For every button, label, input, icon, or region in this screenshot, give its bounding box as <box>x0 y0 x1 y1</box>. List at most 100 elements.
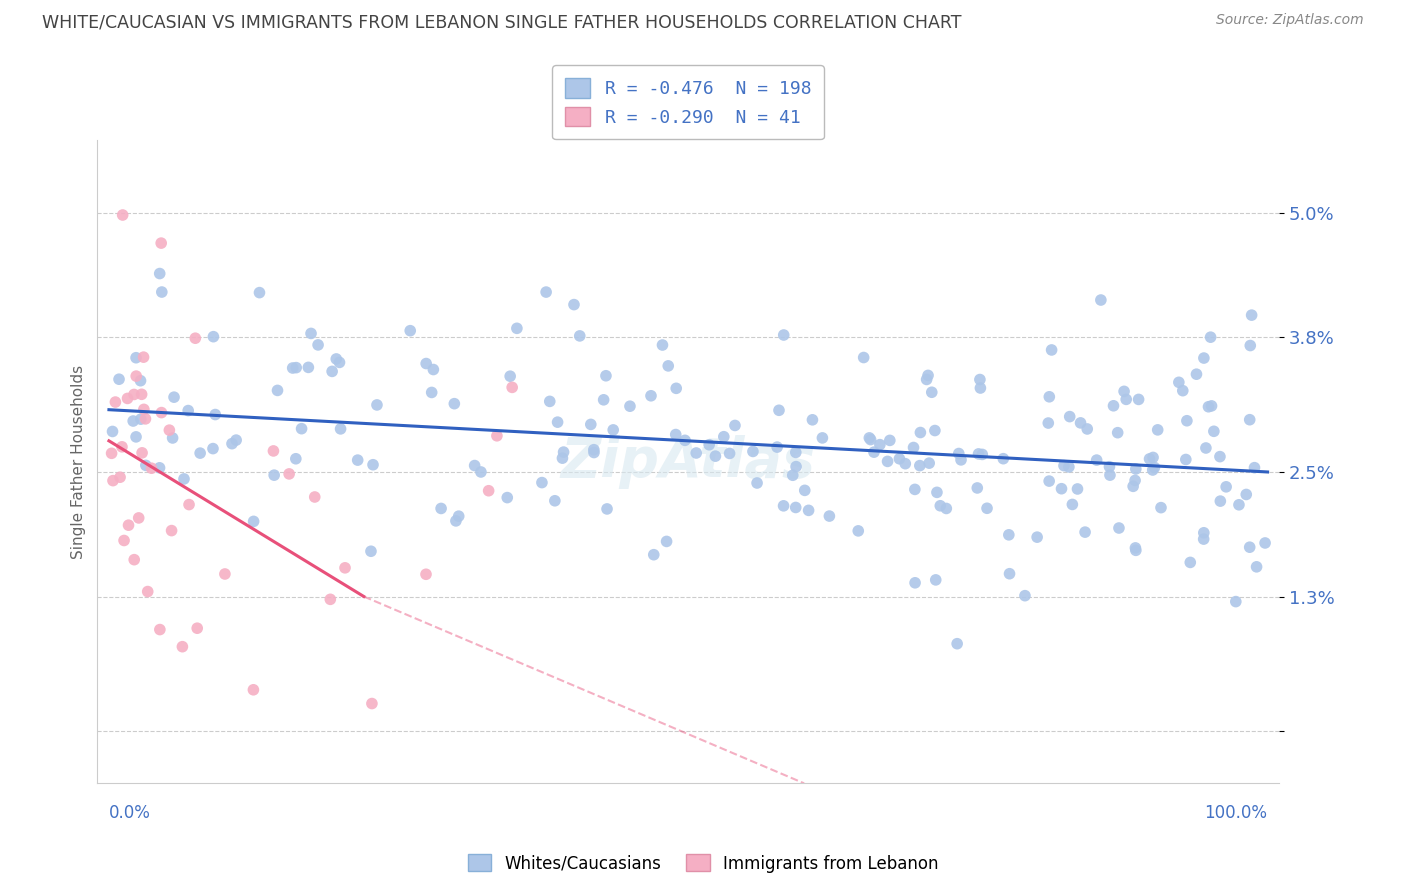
Point <box>188 446 211 460</box>
Point <box>1167 376 1189 390</box>
Point <box>651 338 673 352</box>
Point <box>665 427 688 442</box>
Point <box>108 470 131 484</box>
Point <box>894 457 917 471</box>
Point <box>530 475 553 490</box>
Text: 0.0%: 0.0% <box>108 804 150 822</box>
Point <box>1076 422 1098 436</box>
Point <box>766 440 789 454</box>
Point <box>724 418 747 433</box>
Point <box>361 697 384 711</box>
Point <box>1057 459 1080 474</box>
Point <box>263 468 285 483</box>
Point <box>150 236 173 251</box>
Point <box>415 357 437 371</box>
Point <box>910 425 932 440</box>
Point <box>619 399 641 413</box>
Point <box>772 499 794 513</box>
Point <box>1243 460 1265 475</box>
Point <box>485 429 508 443</box>
Point <box>184 331 207 345</box>
Point <box>924 424 946 438</box>
Point <box>129 412 152 426</box>
Point <box>1246 559 1268 574</box>
Point <box>1171 384 1194 398</box>
Point <box>935 501 957 516</box>
Point <box>998 566 1021 581</box>
Point <box>1146 423 1168 437</box>
Point <box>1040 343 1063 357</box>
Point <box>297 360 319 375</box>
Point <box>852 351 875 365</box>
Point <box>202 329 225 343</box>
Point <box>1201 399 1223 413</box>
Text: ZipAtlas: ZipAtlas <box>561 434 815 489</box>
Point <box>1215 480 1237 494</box>
Point <box>1180 556 1202 570</box>
Point <box>1198 400 1220 414</box>
Point <box>993 451 1015 466</box>
Point <box>1254 536 1277 550</box>
Point <box>1234 487 1257 501</box>
Point <box>307 338 329 352</box>
Point <box>422 362 444 376</box>
Point <box>325 351 347 366</box>
Point <box>969 372 991 386</box>
Point <box>579 417 602 432</box>
Point <box>785 459 807 474</box>
Point <box>163 390 186 404</box>
Point <box>768 403 790 417</box>
Point <box>972 447 994 461</box>
Point <box>136 584 159 599</box>
Point <box>640 389 662 403</box>
Point <box>122 414 145 428</box>
Point <box>1115 392 1137 407</box>
Point <box>1209 450 1232 464</box>
Point <box>444 514 467 528</box>
Point <box>742 444 765 458</box>
Text: WHITE/CAUCASIAN VS IMMIGRANTS FROM LEBANON SINGLE FATHER HOUSEHOLDS CORRELATION : WHITE/CAUCASIAN VS IMMIGRANTS FROM LEBAN… <box>42 13 962 31</box>
Point <box>399 324 422 338</box>
Point <box>1174 452 1197 467</box>
Point <box>321 364 343 378</box>
Point <box>1192 525 1215 540</box>
Point <box>134 412 156 426</box>
Point <box>132 402 155 417</box>
Point <box>111 208 134 222</box>
Point <box>1090 293 1112 307</box>
Point <box>1199 330 1222 344</box>
Text: 100.0%: 100.0% <box>1205 804 1268 822</box>
Point <box>925 485 948 500</box>
Point <box>918 456 941 470</box>
Point <box>1102 399 1125 413</box>
Point <box>186 621 208 635</box>
Point <box>904 575 927 590</box>
Point <box>1240 308 1263 322</box>
Point <box>1070 416 1092 430</box>
Point <box>976 501 998 516</box>
Point <box>704 449 727 463</box>
Point <box>534 285 557 299</box>
Point <box>117 392 139 406</box>
Legend: Whites/Caucasians, Immigrants from Lebanon: Whites/Caucasians, Immigrants from Leban… <box>461 847 945 880</box>
Point <box>125 351 148 365</box>
Point <box>1125 541 1147 555</box>
Point <box>538 394 561 409</box>
Point <box>281 361 304 376</box>
Point <box>1085 453 1108 467</box>
Point <box>1066 482 1088 496</box>
Point <box>1125 543 1147 558</box>
Point <box>553 445 575 459</box>
Point <box>328 355 350 369</box>
Point <box>657 359 679 373</box>
Point <box>1128 392 1150 407</box>
Point <box>718 446 741 460</box>
Point <box>104 395 127 409</box>
Point <box>128 511 150 525</box>
Point <box>101 425 124 439</box>
Point <box>596 502 619 516</box>
Point <box>470 465 492 479</box>
Point <box>547 415 569 429</box>
Point <box>1038 474 1060 488</box>
Point <box>846 524 869 538</box>
